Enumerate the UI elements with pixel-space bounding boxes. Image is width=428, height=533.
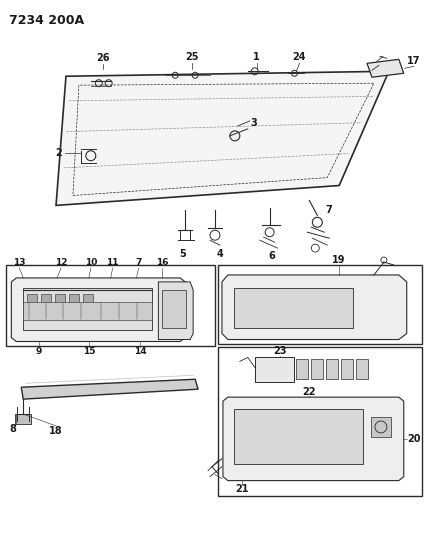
Text: 21: 21 <box>235 483 249 494</box>
Text: 26: 26 <box>96 53 110 63</box>
Bar <box>341 359 353 379</box>
Bar <box>27 294 37 306</box>
Bar <box>23 288 152 329</box>
Bar <box>218 265 422 344</box>
Text: 25: 25 <box>185 52 199 62</box>
Text: 7234 200A: 7234 200A <box>9 13 84 27</box>
Bar <box>326 359 338 379</box>
Bar <box>55 294 65 306</box>
Text: 8: 8 <box>10 424 17 434</box>
Polygon shape <box>223 397 404 481</box>
Bar <box>234 288 353 328</box>
Polygon shape <box>56 71 389 205</box>
Bar <box>41 294 51 306</box>
Text: 4: 4 <box>217 249 223 259</box>
Text: 5: 5 <box>179 249 186 259</box>
Text: 17: 17 <box>407 56 420 66</box>
Text: 2: 2 <box>56 148 62 158</box>
Text: 11: 11 <box>107 257 119 266</box>
Bar <box>356 359 368 379</box>
Text: 18: 18 <box>49 426 63 436</box>
Text: 24: 24 <box>293 52 306 62</box>
Text: 22: 22 <box>303 387 316 397</box>
Text: 12: 12 <box>55 257 67 266</box>
Bar <box>371 417 391 437</box>
Polygon shape <box>367 59 404 77</box>
Bar <box>15 414 31 424</box>
Text: 15: 15 <box>83 347 95 356</box>
Bar <box>255 358 294 382</box>
Bar <box>6 265 215 346</box>
Polygon shape <box>222 275 407 340</box>
Bar <box>23 302 152 320</box>
Text: 16: 16 <box>156 257 169 266</box>
Text: 19: 19 <box>333 255 346 265</box>
Bar <box>311 359 323 379</box>
Text: 14: 14 <box>134 347 147 356</box>
Bar <box>218 348 422 497</box>
Bar <box>83 294 93 306</box>
Text: 20: 20 <box>407 434 420 444</box>
Text: 10: 10 <box>85 257 97 266</box>
Text: 9: 9 <box>36 347 42 356</box>
Bar <box>162 290 186 328</box>
Polygon shape <box>11 278 185 342</box>
Bar <box>234 409 363 464</box>
Bar <box>297 359 309 379</box>
Text: 6: 6 <box>268 251 275 261</box>
Text: 1: 1 <box>253 52 260 62</box>
Text: 3: 3 <box>250 118 257 128</box>
Text: 7: 7 <box>326 205 333 215</box>
Polygon shape <box>158 282 193 340</box>
Polygon shape <box>21 379 198 399</box>
Text: 13: 13 <box>13 257 26 266</box>
Text: 7: 7 <box>135 257 142 266</box>
Bar <box>69 294 79 306</box>
Text: 23: 23 <box>273 346 286 357</box>
